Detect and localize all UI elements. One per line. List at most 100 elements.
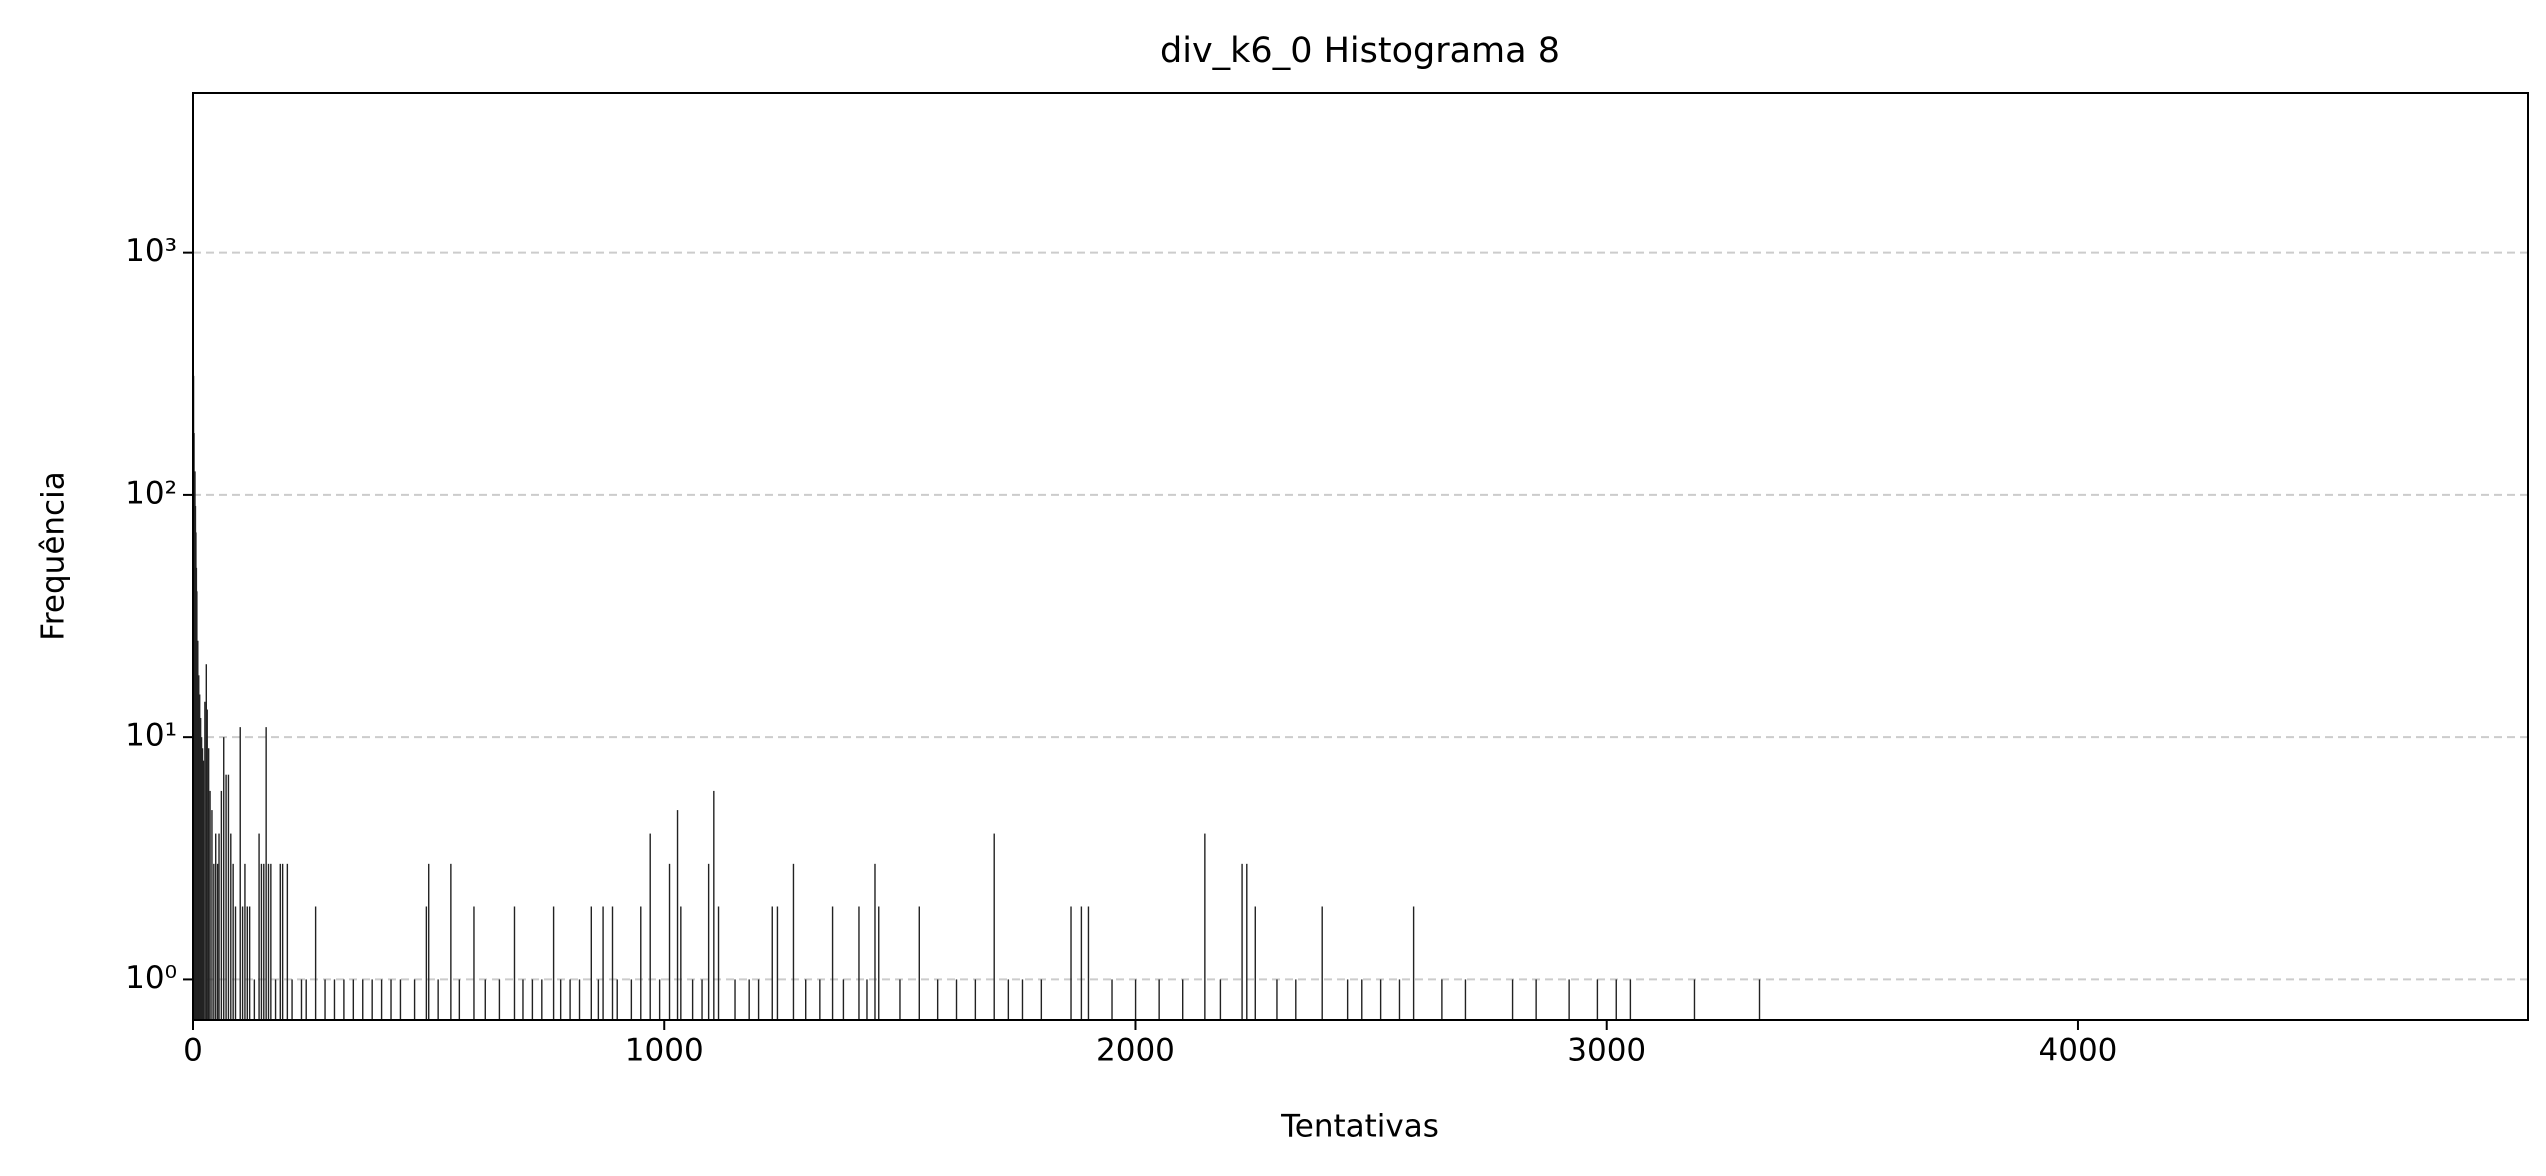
bar: [281, 863, 284, 1020]
bar: [225, 774, 227, 1020]
bar: [246, 906, 248, 1020]
bar: [1219, 979, 1222, 1020]
bar: [196, 591, 198, 1020]
bar: [819, 979, 821, 1020]
bar: [1535, 979, 1537, 1020]
bar: [371, 979, 373, 1020]
bar: [513, 906, 516, 1020]
bar: [1596, 979, 1599, 1020]
bar: [230, 833, 232, 1020]
bar: [590, 906, 592, 1020]
bar: [258, 833, 260, 1020]
bar: [390, 979, 392, 1020]
bar: [1321, 906, 1323, 1020]
y-tick-label: 10³: [125, 233, 177, 269]
bar: [260, 863, 263, 1020]
bar: [343, 979, 345, 1020]
bar: [202, 760, 205, 1020]
y-tick-label: 10²: [125, 475, 177, 511]
bar: [498, 979, 501, 1020]
y-axis-label: Frequência: [36, 471, 72, 640]
bar: [253, 979, 256, 1020]
bar: [352, 979, 355, 1020]
bar: [707, 863, 710, 1020]
bar: [220, 790, 223, 1020]
bar: [333, 979, 336, 1020]
bar: [484, 979, 486, 1020]
bar: [1241, 863, 1243, 1020]
bar: [630, 979, 633, 1020]
bar: [198, 694, 201, 1020]
bar: [680, 906, 682, 1020]
bar: [955, 979, 958, 1020]
bar: [362, 979, 364, 1020]
x-tick-label: 3000: [1567, 1033, 1646, 1069]
bar: [691, 979, 694, 1020]
bar: [206, 709, 208, 1020]
bar: [1398, 979, 1401, 1020]
bar: [458, 979, 461, 1020]
bar: [1111, 979, 1113, 1020]
bar: [1246, 863, 1248, 1020]
bar: [324, 979, 326, 1020]
bar: [204, 701, 206, 1020]
bar: [717, 906, 720, 1020]
bar: [232, 863, 234, 1020]
bar: [734, 979, 736, 1020]
bar: [611, 906, 614, 1020]
bar: [552, 906, 555, 1020]
x-tick-label: 2000: [1096, 1033, 1175, 1069]
bar: [227, 774, 230, 1020]
bar: [974, 979, 977, 1020]
bar: [213, 863, 215, 1020]
bar: [1615, 979, 1617, 1020]
bar: [757, 979, 760, 1020]
bar: [1254, 906, 1256, 1020]
y-tick-label: 10⁰: [125, 960, 177, 996]
bar: [1021, 979, 1024, 1020]
bar: [274, 979, 277, 1020]
bar: [428, 863, 430, 1020]
bar: [1412, 906, 1415, 1020]
bar: [569, 979, 571, 1020]
bar: [701, 979, 703, 1020]
bar: [918, 906, 920, 1020]
bar: [291, 979, 293, 1020]
bar: [713, 790, 715, 1020]
bar: [936, 979, 939, 1020]
bar: [1441, 979, 1443, 1020]
bar: [201, 748, 204, 1020]
bar: [792, 863, 795, 1020]
bar: [874, 863, 876, 1020]
bar: [1346, 979, 1349, 1020]
bar: [1758, 979, 1761, 1020]
bar: [522, 979, 524, 1020]
bar: [578, 979, 581, 1020]
bar: [1511, 979, 1514, 1020]
bar: [239, 727, 241, 1020]
bar: [676, 810, 679, 1020]
bar: [878, 906, 880, 1020]
bar: [1295, 979, 1297, 1020]
bar: [300, 979, 303, 1020]
bar: [223, 737, 225, 1020]
bar: [805, 979, 807, 1020]
bar: [399, 979, 402, 1020]
bar: [218, 833, 220, 1020]
bar: [1693, 979, 1696, 1020]
y-tick-label: 10¹: [125, 718, 177, 754]
bar: [602, 906, 604, 1020]
bar: [649, 833, 651, 1020]
bar: [748, 979, 750, 1020]
bar: [1070, 906, 1072, 1020]
x-axis-label: Tentativas: [1280, 1109, 1439, 1145]
bar: [265, 727, 267, 1020]
bar: [305, 979, 307, 1020]
bar: [425, 906, 428, 1020]
bar: [241, 906, 244, 1020]
bar: [776, 906, 779, 1020]
bar: [658, 979, 661, 1020]
bar: [234, 906, 237, 1020]
bar: [866, 979, 868, 1020]
